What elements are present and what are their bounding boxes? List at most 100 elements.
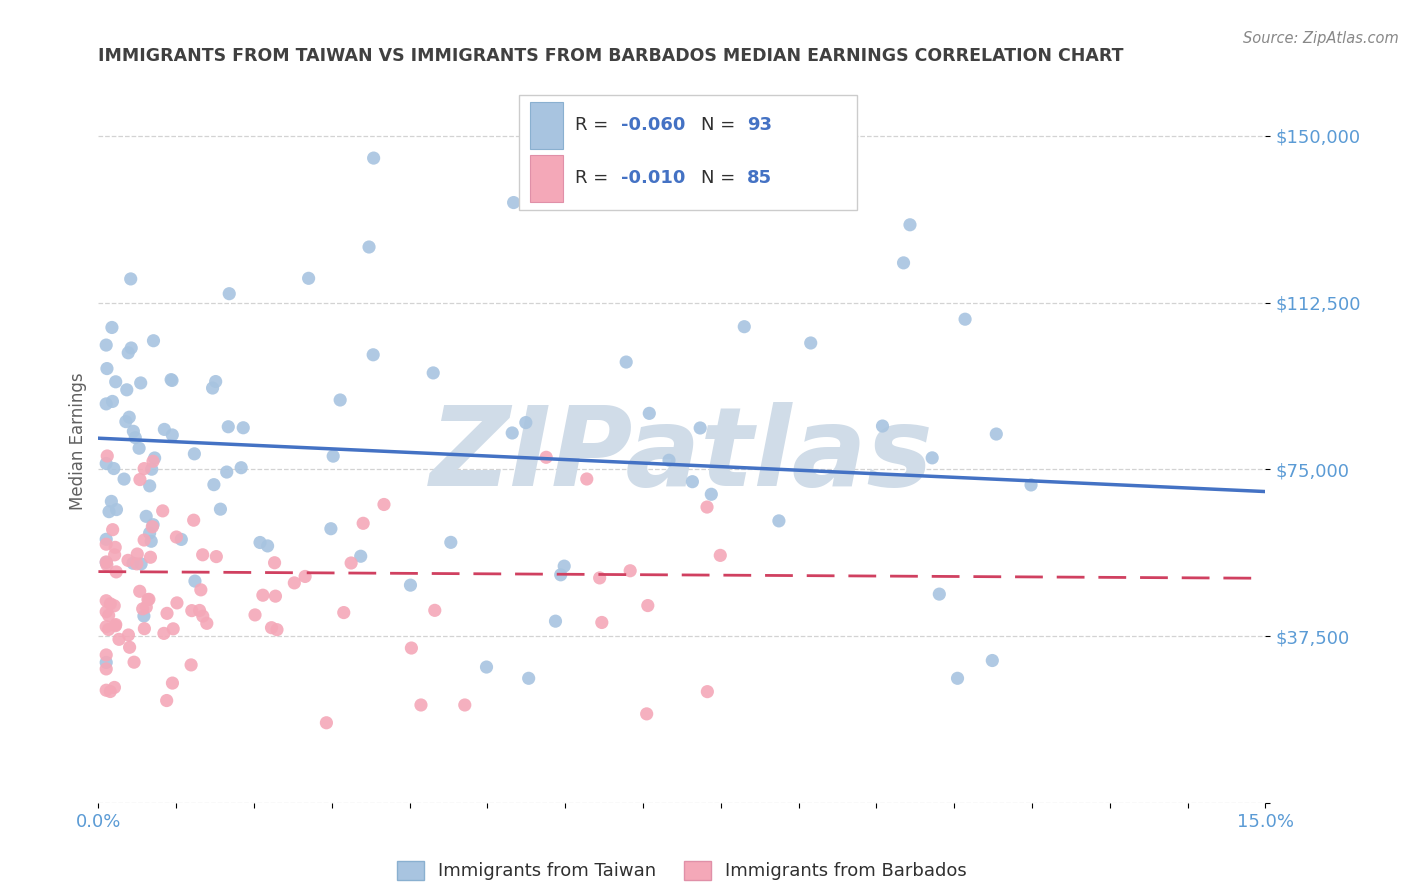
Point bbox=[588, 571, 610, 585]
Point bbox=[928, 587, 950, 601]
Point bbox=[658, 453, 681, 467]
Point bbox=[340, 556, 363, 570]
Point bbox=[135, 600, 157, 615]
Point bbox=[117, 346, 139, 360]
Point bbox=[700, 487, 723, 501]
Point bbox=[893, 256, 915, 270]
Point bbox=[96, 555, 118, 569]
Point bbox=[195, 616, 218, 631]
Point bbox=[190, 582, 212, 597]
Point bbox=[231, 460, 253, 475]
Text: Source: ZipAtlas.com: Source: ZipAtlas.com bbox=[1243, 31, 1399, 46]
Point bbox=[139, 550, 162, 565]
Point bbox=[129, 376, 152, 390]
Point bbox=[1019, 478, 1042, 492]
Point bbox=[141, 534, 163, 549]
Point bbox=[361, 348, 384, 362]
Point bbox=[97, 608, 120, 623]
Text: R =: R = bbox=[575, 169, 613, 186]
Point bbox=[283, 575, 305, 590]
Point bbox=[135, 509, 157, 524]
Point bbox=[266, 623, 288, 637]
Point bbox=[96, 683, 118, 698]
Point bbox=[243, 607, 266, 622]
Point bbox=[96, 662, 118, 676]
Point bbox=[142, 334, 165, 348]
Point bbox=[160, 374, 183, 388]
Point bbox=[162, 428, 184, 442]
Point bbox=[101, 523, 124, 537]
Point bbox=[120, 272, 142, 286]
Point bbox=[297, 271, 319, 285]
Point bbox=[152, 504, 174, 518]
Text: IMMIGRANTS FROM TAIWAN VS IMMIGRANTS FROM BARBADOS MEDIAN EARNINGS CORRELATION C: IMMIGRANTS FROM TAIWAN VS IMMIGRANTS FRO… bbox=[98, 47, 1123, 65]
Point bbox=[96, 338, 118, 352]
Point bbox=[232, 421, 254, 435]
Point bbox=[117, 628, 139, 642]
Text: -0.060: -0.060 bbox=[621, 116, 686, 134]
Point bbox=[96, 533, 118, 547]
Point bbox=[636, 706, 658, 721]
Point bbox=[128, 584, 150, 599]
Point bbox=[162, 676, 184, 690]
Point bbox=[363, 151, 385, 165]
Point bbox=[191, 548, 214, 562]
Point bbox=[373, 498, 395, 512]
Point bbox=[122, 425, 145, 439]
Point bbox=[103, 681, 125, 695]
Point bbox=[156, 607, 179, 621]
Point bbox=[422, 366, 444, 380]
Point bbox=[96, 449, 118, 463]
Point bbox=[183, 513, 205, 527]
Point bbox=[138, 592, 160, 607]
Point bbox=[101, 394, 124, 409]
Point bbox=[142, 517, 165, 532]
Point bbox=[180, 657, 202, 672]
Text: ZIPatlas: ZIPatlas bbox=[430, 402, 934, 509]
Point bbox=[638, 406, 661, 420]
Point bbox=[96, 593, 118, 607]
Point bbox=[96, 556, 118, 570]
Point bbox=[409, 698, 432, 712]
Point bbox=[637, 599, 659, 613]
Point bbox=[332, 606, 354, 620]
Point bbox=[96, 558, 118, 572]
Point bbox=[129, 473, 152, 487]
Point bbox=[115, 415, 138, 429]
Point bbox=[104, 541, 127, 555]
Point bbox=[134, 622, 156, 636]
Point bbox=[132, 609, 155, 624]
Point bbox=[105, 565, 128, 579]
Point bbox=[709, 549, 731, 563]
Point bbox=[136, 592, 159, 607]
Point bbox=[129, 557, 152, 571]
Text: 93: 93 bbox=[747, 116, 772, 134]
Point bbox=[134, 533, 156, 547]
Point bbox=[501, 425, 523, 440]
Point bbox=[104, 375, 127, 389]
Point bbox=[170, 533, 193, 547]
Point bbox=[872, 419, 894, 434]
Point bbox=[263, 556, 285, 570]
Point bbox=[249, 535, 271, 549]
Bar bbox=[530, 102, 562, 149]
Point bbox=[544, 614, 567, 628]
Point bbox=[124, 431, 146, 445]
Point bbox=[898, 218, 921, 232]
Point bbox=[153, 422, 176, 436]
Point bbox=[125, 557, 148, 571]
Point bbox=[423, 603, 446, 617]
Point bbox=[800, 336, 823, 351]
Point bbox=[138, 479, 160, 493]
Point bbox=[122, 655, 145, 669]
Text: R =: R = bbox=[575, 116, 613, 134]
Bar bbox=[519, 95, 856, 211]
Point bbox=[191, 609, 214, 624]
Point bbox=[264, 589, 287, 603]
Point bbox=[98, 684, 121, 698]
Point bbox=[96, 656, 118, 670]
Point bbox=[166, 596, 188, 610]
Point bbox=[100, 494, 122, 508]
Point bbox=[575, 472, 598, 486]
Point bbox=[515, 416, 537, 430]
